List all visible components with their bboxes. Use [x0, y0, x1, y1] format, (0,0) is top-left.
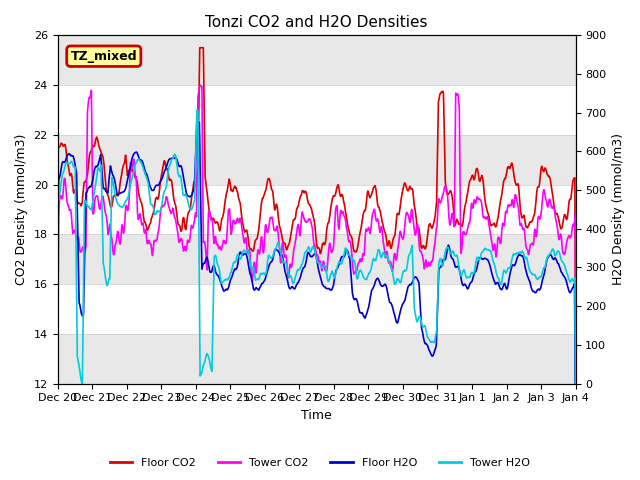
Y-axis label: CO2 Density (mmol/m3): CO2 Density (mmol/m3): [15, 134, 28, 285]
Legend: Floor CO2, Tower CO2, Floor H2O, Tower H2O: Floor CO2, Tower CO2, Floor H2O, Tower H…: [105, 453, 535, 472]
Text: TZ_mixed: TZ_mixed: [70, 50, 137, 63]
X-axis label: Time: Time: [301, 409, 332, 422]
Bar: [58, 334, 575, 384]
Bar: [58, 234, 575, 284]
Bar: [58, 36, 575, 85]
Y-axis label: H2O Density (mmol/m3): H2O Density (mmol/m3): [612, 133, 625, 286]
Title: Tonzi CO2 and H2O Densities: Tonzi CO2 and H2O Densities: [205, 15, 428, 30]
Bar: [58, 135, 575, 184]
